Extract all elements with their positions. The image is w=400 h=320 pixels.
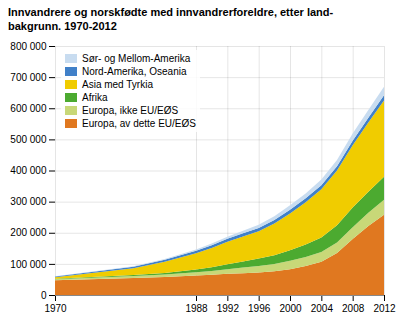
html-text:Nord-Amerika, Oseania: Nord-Amerika, Oseania — [82, 66, 187, 77]
svg-text:500 000: 500 000 — [10, 134, 47, 145]
svg-text:200 000: 200 000 — [10, 227, 47, 238]
html-text:Europa, ikke EU/EØS: Europa, ikke EU/EØS — [82, 105, 179, 116]
svg-text:1988: 1988 — [185, 303, 208, 314]
svg-text:0: 0 — [41, 290, 47, 301]
svg-text:1996: 1996 — [248, 303, 271, 314]
svg-text:600 000: 600 000 — [10, 103, 47, 114]
svg-text:700 000: 700 000 — [10, 72, 47, 83]
svg-text:2008: 2008 — [342, 303, 365, 314]
svg-text:2000: 2000 — [279, 303, 302, 314]
svg-text:1992: 1992 — [217, 303, 240, 314]
svg-text:300 000: 300 000 — [10, 196, 47, 207]
svg-text:800 000: 800 000 — [10, 41, 47, 52]
html-text:Asia med Tyrkia: Asia med Tyrkia — [82, 79, 153, 90]
html-text:Innvandrere og norskfødte med: Innvandrere og norskfødte med innvandrer… — [8, 6, 334, 32]
svg-text:100 000: 100 000 — [10, 259, 47, 270]
svg-text:400 000: 400 000 — [10, 165, 47, 176]
html-text:Afrika: Afrika — [82, 92, 108, 103]
svg-text:2004: 2004 — [311, 303, 334, 314]
svg-text:1970: 1970 — [44, 303, 67, 314]
html-text:Sør- og Mellom-Amerika: Sør- og Mellom-Amerika — [82, 53, 191, 64]
svg-text:2012: 2012 — [373, 303, 396, 314]
html-text:Europa, av dette EU/EØS: Europa, av dette EU/EØS — [82, 118, 196, 129]
